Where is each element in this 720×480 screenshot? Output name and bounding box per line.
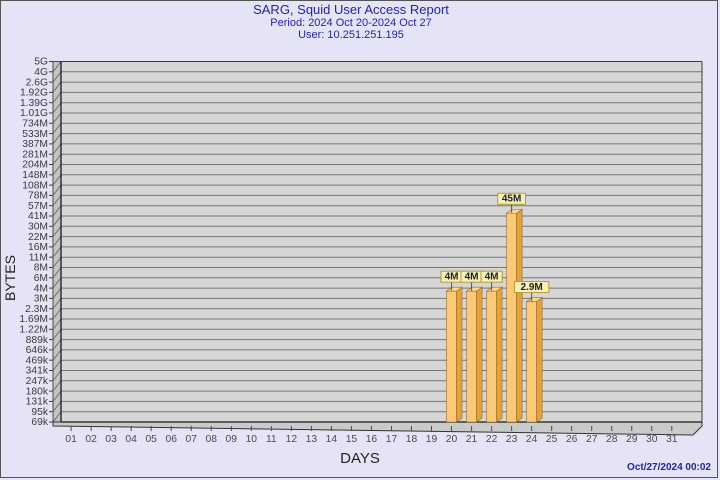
svg-text:25: 25 <box>546 434 558 445</box>
svg-text:2.9M: 2.9M <box>521 282 543 293</box>
svg-text:4M: 4M <box>485 272 499 283</box>
svg-text:16: 16 <box>366 434 378 445</box>
svg-text:18: 18 <box>406 434 418 445</box>
svg-text:19: 19 <box>426 434 438 445</box>
svg-text:27: 27 <box>586 434 598 445</box>
svg-text:15: 15 <box>346 434 358 445</box>
svg-text:01: 01 <box>65 434 77 445</box>
svg-text:06: 06 <box>165 434 177 445</box>
svg-text:07: 07 <box>186 434 198 445</box>
svg-text:45M: 45M <box>502 194 521 205</box>
svg-text:13: 13 <box>306 434 318 445</box>
svg-text:02: 02 <box>85 434 97 445</box>
svg-text:22: 22 <box>486 434 498 445</box>
svg-text:4M: 4M <box>465 272 479 283</box>
svg-text:04: 04 <box>125 434 137 445</box>
svg-text:69k: 69k <box>31 417 48 428</box>
svg-text:03: 03 <box>105 434 117 445</box>
svg-text:09: 09 <box>226 434 238 445</box>
svg-text:05: 05 <box>145 434 157 445</box>
svg-text:28: 28 <box>606 434 618 445</box>
svg-text:17: 17 <box>386 434 398 445</box>
svg-text:10: 10 <box>246 434 258 445</box>
svg-text:4M: 4M <box>445 272 459 283</box>
svg-text:12: 12 <box>286 434 298 445</box>
svg-text:21: 21 <box>466 434 478 445</box>
svg-text:08: 08 <box>206 434 218 445</box>
svg-text:26: 26 <box>566 434 578 445</box>
svg-text:24: 24 <box>526 434 538 445</box>
svg-text:30: 30 <box>646 434 658 445</box>
svg-text:11: 11 <box>266 434 277 445</box>
svg-text:29: 29 <box>626 434 638 445</box>
svg-text:14: 14 <box>326 434 338 445</box>
svg-text:23: 23 <box>506 434 518 445</box>
svg-text:31: 31 <box>666 434 678 445</box>
svg-text:20: 20 <box>446 434 458 445</box>
